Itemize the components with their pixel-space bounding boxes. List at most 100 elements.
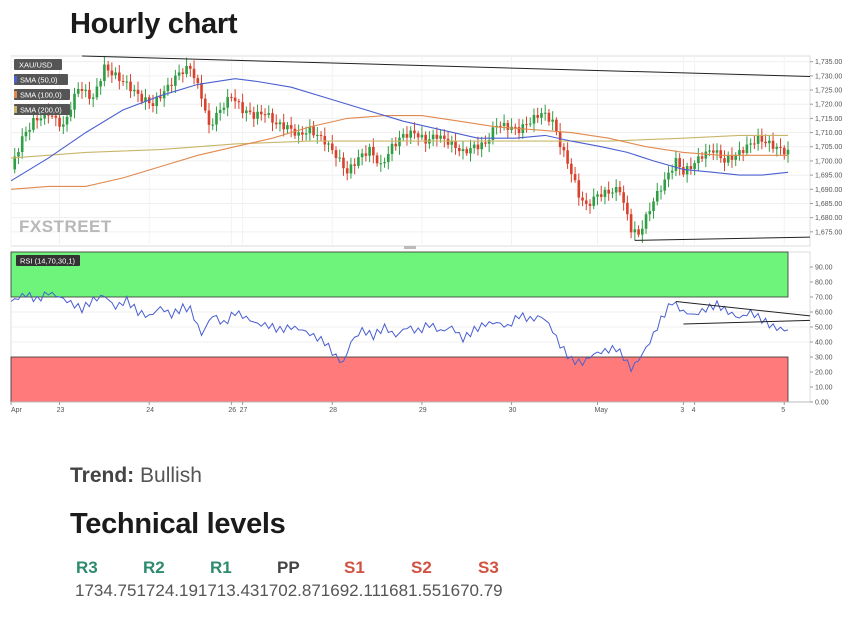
candle-body (129, 81, 132, 92)
candle-body (491, 127, 495, 140)
legend-sma100-swatch (14, 91, 17, 98)
sma100-line (10, 115, 788, 190)
candle-body (144, 97, 147, 102)
x-axis-tick-label: 30 (509, 407, 517, 414)
candle-body (233, 97, 237, 102)
levels-value-row: 1734.751724.191713.431702.871692.111681.… (75, 580, 544, 601)
level-label-s1: S1 (344, 558, 365, 577)
candle-body (91, 97, 95, 99)
trend-label: Trend: (70, 464, 135, 487)
candle-body (506, 122, 510, 131)
candle-body (514, 126, 517, 128)
candle-body (308, 126, 312, 134)
x-axis-tick-label: 29 (419, 407, 427, 414)
candle-body (181, 72, 185, 75)
candle-body (334, 150, 338, 159)
candle-body (386, 153, 390, 163)
candle-body (58, 117, 61, 127)
x-axis-tick-label: 23 (57, 407, 65, 414)
candle-body (372, 146, 375, 156)
candle-body (570, 163, 573, 175)
candle-body (555, 119, 558, 132)
candle-body (461, 149, 465, 152)
candle-body (338, 157, 342, 159)
candle-body (65, 116, 69, 125)
rsi-y-tick-label: 40.00 (815, 340, 833, 347)
candle-body (592, 196, 596, 206)
level-label-s3: S3 (478, 558, 499, 577)
sma200-line (10, 134, 788, 159)
price-y-tick-label: 1,710.00 (815, 130, 842, 137)
candle-body (353, 164, 356, 166)
candle-body (32, 118, 35, 130)
candle-body (274, 122, 278, 125)
candle-body (446, 138, 450, 145)
candle-body (663, 179, 667, 191)
candle-body (215, 113, 218, 125)
x-axis: Apr 23 24 26 27 28 29 30 May 3 4 5 (10, 401, 810, 414)
candle-body (480, 142, 483, 150)
candle-body (730, 155, 734, 160)
candle-body (457, 148, 461, 152)
candle-body (132, 89, 136, 92)
candle-body (61, 124, 65, 127)
candle-body (226, 97, 229, 108)
candle-body (431, 134, 435, 140)
legend-sma200-box (14, 104, 70, 115)
candle-body (424, 134, 427, 144)
level-values-text: 1734.751724.191713.431702.871692.111681.… (75, 581, 503, 600)
candle-body (349, 164, 353, 174)
candle-body (203, 98, 207, 111)
candle-body (499, 125, 502, 127)
candle-body (241, 102, 244, 114)
panel-resize-handle[interactable] (404, 246, 416, 249)
candle-body (312, 126, 315, 136)
rsi-trendline (683, 319, 811, 325)
price-y-tick-label: 1,700.00 (815, 158, 842, 165)
candle-body (282, 122, 285, 130)
x-axis-tick-label: Apr (11, 407, 23, 414)
candle-body (674, 158, 678, 171)
candle-body (614, 186, 618, 193)
candle-body (726, 155, 730, 163)
candle-body (782, 147, 786, 155)
candle-body (189, 65, 192, 69)
candle-body (756, 134, 760, 144)
candle-body (603, 189, 607, 197)
candle-body (584, 200, 588, 204)
levels-header-row: R3 R2 R1 PP S1 S2 S3 (75, 556, 544, 580)
rsi-legend-box (16, 255, 80, 266)
price-y-tick-label: 1,725.00 (815, 88, 842, 95)
candle-body (110, 70, 114, 76)
candle-body (562, 147, 566, 151)
level-label-s2: S2 (411, 558, 432, 577)
price-y-tick-label: 1,685.00 (815, 201, 842, 208)
rsi-legend: RSI (14,70,30,1) (16, 255, 80, 266)
candle-body (73, 93, 76, 110)
rsi-trendlines (675, 301, 811, 325)
candle-body (319, 135, 323, 137)
candle-body (263, 114, 267, 116)
candle-body (659, 190, 663, 192)
x-axis-tick-label: 5 (781, 407, 785, 414)
fxstreet-watermark: FXSTREET (19, 217, 112, 236)
candle-body (159, 96, 162, 99)
price-trendline (634, 236, 811, 241)
candle-body (301, 132, 304, 135)
rsi-legend-text: RSI (14,70,30,1) (20, 257, 76, 266)
candle-body (775, 146, 779, 149)
candle-body (484, 142, 487, 144)
chart-canvas[interactable]: 1,735.00 1,730.00 1,725.00 1,720.00 1,715.00… (0, 50, 853, 420)
candle-body (364, 153, 368, 156)
sma50-line (10, 78, 789, 182)
candle-body (390, 143, 394, 154)
candle-body (502, 122, 506, 126)
candle-body (670, 170, 674, 173)
hourly-chart[interactable]: 1,735.00 1,730.00 1,725.00 1,720.00 1,715.00… (0, 50, 853, 420)
x-axis-tick-label: 27 (240, 407, 248, 414)
x-axis-tick-label: May (594, 407, 608, 414)
rsi-zones (10, 251, 789, 403)
candle-body (125, 81, 129, 83)
candle-body (629, 214, 633, 233)
candle-body (50, 115, 54, 117)
